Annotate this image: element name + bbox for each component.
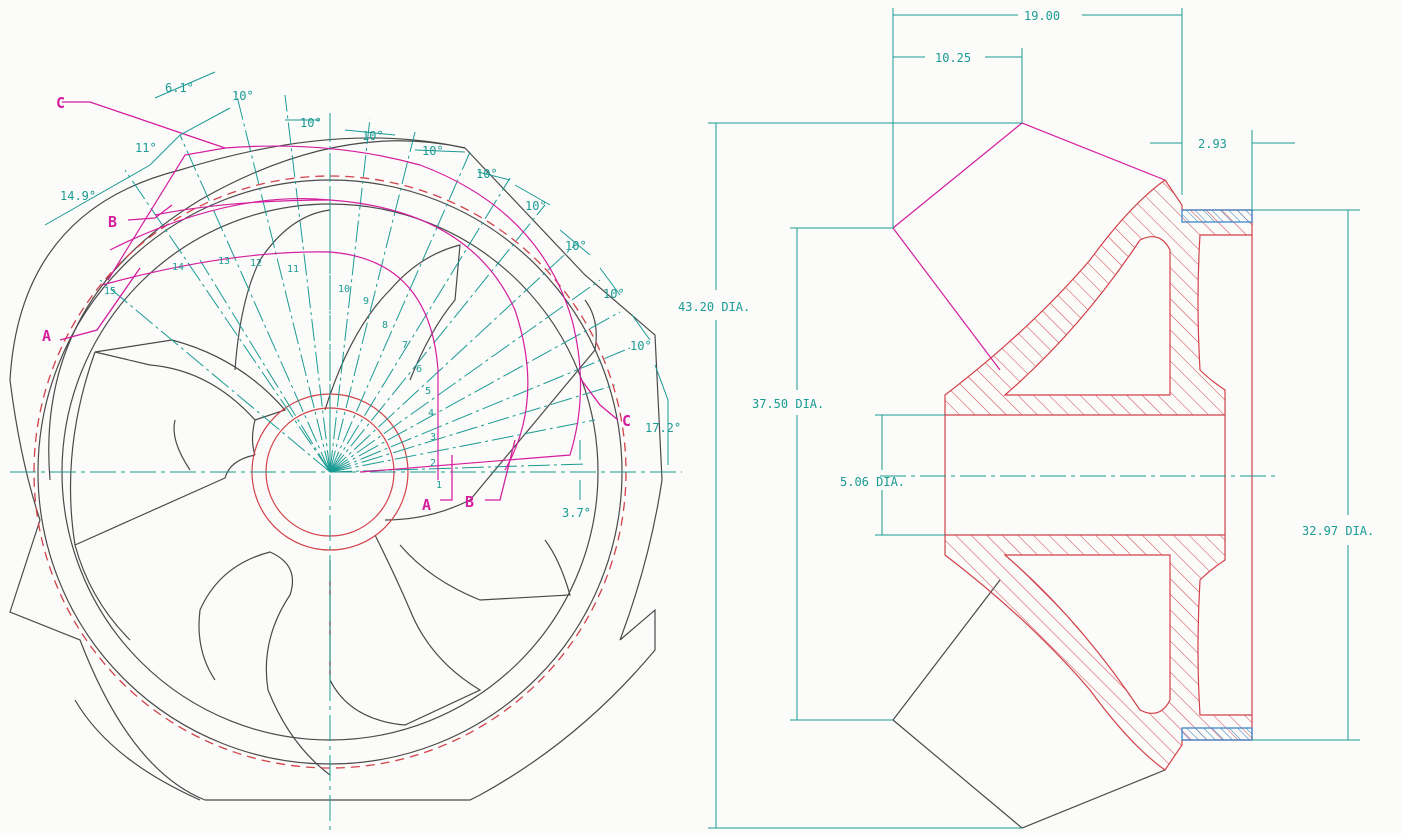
angle-label: 10° (476, 167, 498, 181)
angle-label: 11° (135, 141, 157, 155)
station-number: 3 (430, 432, 436, 443)
station-line (179, 134, 331, 473)
station-line (329, 311, 621, 473)
station-line (329, 244, 576, 473)
upper-cavity (1003, 236, 1171, 396)
station-number: 5 (425, 386, 431, 397)
section-label-b-left: B (108, 213, 117, 231)
station-line (329, 177, 511, 473)
station-number: 6 (416, 364, 422, 375)
angle-label: 10° (630, 339, 652, 353)
station-number: 7 (402, 340, 408, 351)
angle-label: 10° (422, 144, 444, 158)
section-label-a-mid: A (422, 496, 431, 514)
section-label-c-right: C (622, 412, 631, 430)
station-line (329, 151, 471, 473)
station-line (329, 131, 416, 473)
angle-label: 17.2° (645, 421, 681, 435)
station-number: 12 (250, 258, 262, 269)
station-line (199, 259, 331, 473)
dim-hub-dia: 5.06 DIA. (840, 475, 905, 489)
section-view: 19.00 10.25 2.93 43.20 DIA. 37.50 DIA. 5… (678, 8, 1374, 829)
angle-label: 10° (603, 287, 625, 301)
angle-label: 10° (565, 239, 587, 253)
section-dimension-lines (708, 8, 1360, 829)
station-number: 11 (287, 264, 299, 275)
station-number: 8 (382, 320, 388, 331)
station-number: 10 (338, 284, 350, 295)
angle-label: 10° (525, 199, 547, 213)
dim-eye-dia: 37.50 DIA. (752, 397, 824, 411)
dim-rim-dia: 32.97 DIA. (1302, 524, 1374, 538)
station-line (329, 204, 546, 473)
section-arrows (59, 101, 619, 501)
angle-label: 6.1° (165, 81, 194, 95)
station-numbers: 1 2 3 4 5 6 7 8 9 10 11 12 13 14 15 (104, 256, 442, 491)
dim-vane-width: 10.25 (935, 51, 971, 65)
station-line (329, 117, 371, 473)
wear-ring-top (1181, 209, 1253, 223)
station-number: 9 (363, 296, 369, 307)
plan-dimension-lines (44, 71, 669, 500)
section-label-a-left: A (42, 327, 51, 345)
station-line (124, 169, 331, 473)
station-number: 15 (104, 286, 116, 297)
angle-label: 10° (232, 89, 254, 103)
station-line (329, 279, 601, 473)
station-number: 13 (218, 256, 230, 267)
section-labels: A B C A B C (42, 94, 631, 514)
plan-view: 6.1° 10° 10° 10° 10° 10° 10° 10° 10° 10°… (9, 71, 682, 832)
angle-label: 14.9° (60, 189, 96, 203)
station-number: 1 (436, 480, 442, 491)
station-line (99, 279, 331, 473)
plan-centerlines (10, 115, 682, 832)
section-label-c-left: C (56, 94, 65, 112)
station-number: 4 (428, 408, 434, 419)
wear-ring-bottom (1181, 727, 1253, 741)
station-line (329, 384, 616, 473)
station-line (284, 94, 331, 473)
station-number: 2 (430, 458, 436, 469)
station-line (329, 419, 596, 473)
angle-label: 10° (362, 129, 384, 143)
angle-label: 3.7° (562, 506, 591, 520)
lower-cavity (1003, 554, 1171, 714)
angle-label: 10° (300, 116, 322, 130)
hub-bore (944, 235, 1253, 715)
angle-labels: 6.1° 10° 10° 10° 10° 10° 10° 10° 10° 10°… (60, 81, 681, 520)
impeller-vanes (69, 209, 597, 776)
dim-top-width: 19.00 (1024, 9, 1060, 23)
section-label-b-mid: B (465, 493, 474, 511)
dim-shroud-thickness: 2.93 (1198, 137, 1227, 151)
dim-outer-dia: 43.20 DIA. (678, 300, 750, 314)
section-arcs (101, 145, 582, 480)
station-line (329, 347, 631, 473)
radial-station-lines (99, 87, 631, 473)
station-number: 14 (172, 262, 184, 273)
section-dimension-labels: 19.00 10.25 2.93 43.20 DIA. 37.50 DIA. 5… (678, 9, 1374, 538)
